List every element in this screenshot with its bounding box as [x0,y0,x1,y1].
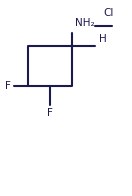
Text: Cl: Cl [103,8,113,18]
Text: F: F [5,81,11,91]
Text: NH₂: NH₂ [75,18,95,28]
Text: F: F [47,108,53,118]
Text: H: H [99,34,107,44]
